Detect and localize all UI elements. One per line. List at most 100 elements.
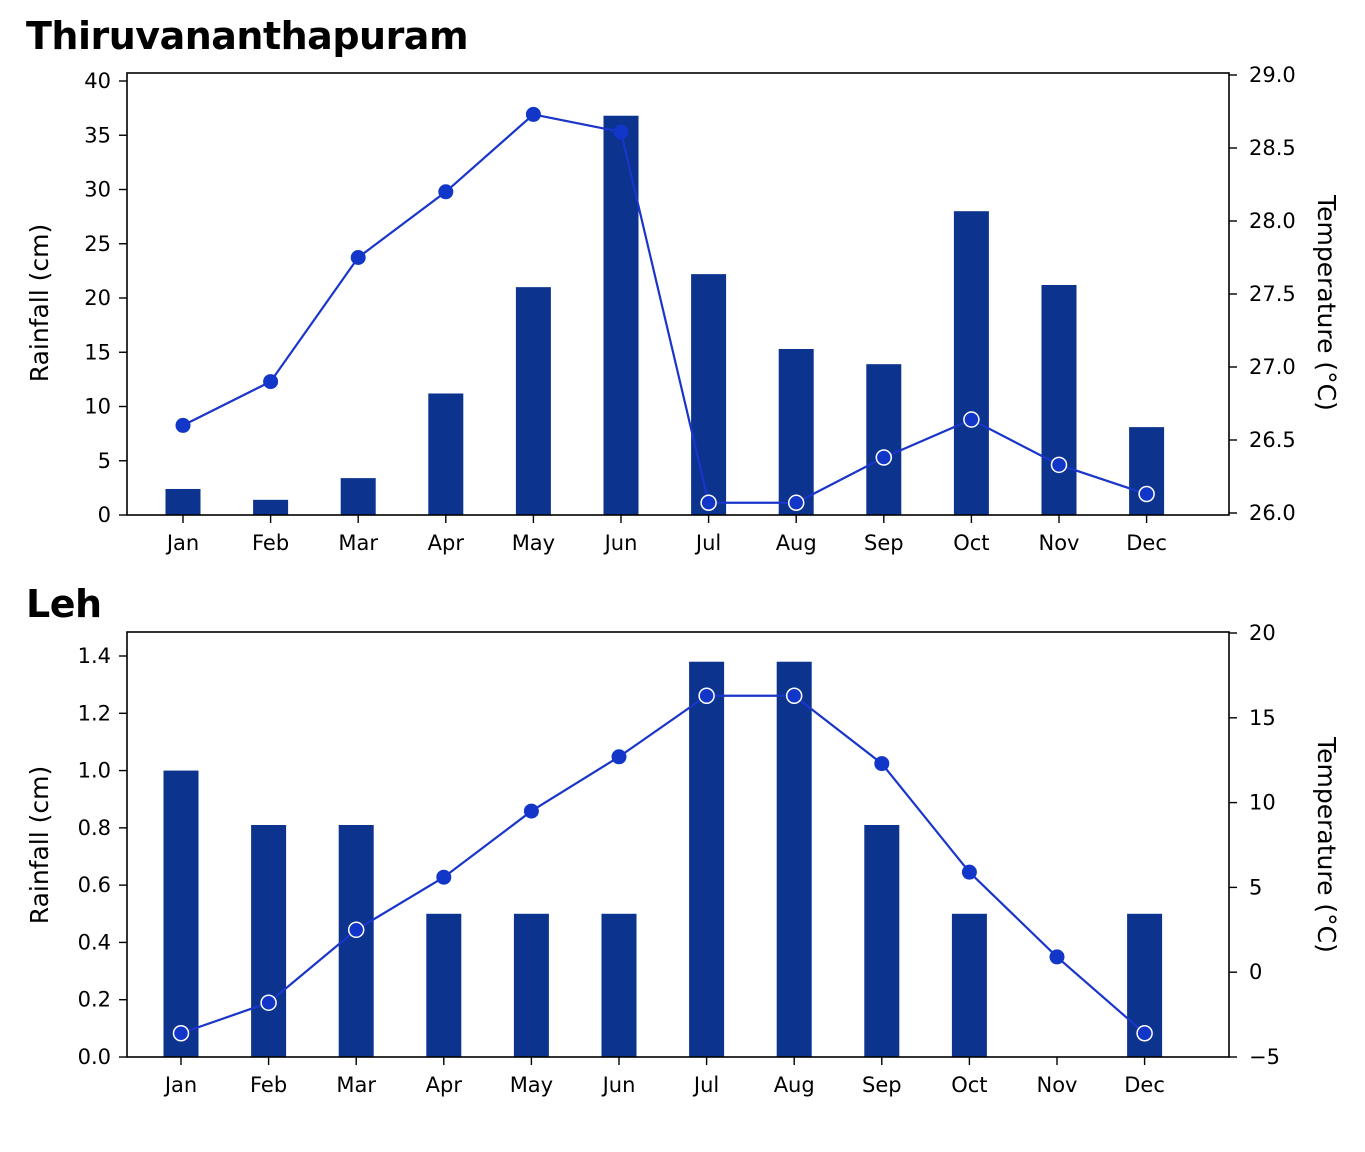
x-tick-label: May [510,1073,553,1097]
temperature-point-dec [1136,1025,1153,1042]
x-tick-label: Jan [163,1073,197,1097]
y-tick-label: 10 [84,395,111,419]
temperature-point-jul [698,687,715,705]
y-right-tick-label: 10 [1249,791,1276,815]
temperature-point-oct [961,864,977,880]
rainfall-bar-aug [778,348,814,515]
temperature-point-jun [611,749,627,765]
plot-frame [126,631,1230,1058]
y-tick-label: 0.2 [78,988,111,1012]
temperature-point-nov [1049,949,1065,965]
y-tick-label: 30 [84,178,111,202]
y-right-tick-label: 27.5 [1249,282,1296,306]
rainfall-bar-feb [253,499,289,515]
x-tick-label: Aug [774,1073,815,1097]
x-tick-label: Dec [1124,1073,1165,1097]
rainfall-bar-nov [1041,284,1077,515]
y-tick-label: 0.4 [78,930,111,954]
temperature-point-nov [1050,456,1068,474]
y-axis-label: Rainfall (cm) [25,224,54,383]
temperature-point-dec [1138,485,1155,503]
rainfall-bar-jan [165,488,201,515]
y-right-tick-label: 28.5 [1249,136,1296,160]
rainfall-bar-oct [951,913,987,1057]
temperature-line [182,113,1147,504]
rainfall-bar-apr [428,393,464,515]
x-tick-label: Apr [428,531,465,555]
rainfall-bar-mar [340,478,376,515]
x-tick-label: Feb [252,531,289,555]
temperature-point-may [523,803,539,819]
temperature-line [180,694,1146,1035]
x-tick-label: Sep [864,531,904,555]
temperature-point-mar [347,921,365,939]
x-tick-label: Aug [776,531,817,555]
rainfall-bar-oct [953,211,989,515]
y-tick-label: 40 [84,69,111,93]
y-right-axis-label: Temperature (°C) [1312,736,1341,953]
x-tick-label: Jun [603,531,638,555]
temperature-point-feb [260,994,277,1011]
temperature-point-jun [613,124,629,140]
y-right-tick-label: 29.0 [1249,63,1296,87]
y-tick-label: 1.2 [78,701,111,725]
y-tick-label: 1.4 [78,644,111,668]
x-tick-label: Oct [951,1073,987,1097]
y-tick-label: 15 [84,340,111,364]
y-right-tick-label: 5 [1249,875,1262,899]
y-tick-label: 0 [98,503,111,527]
x-tick-label: Jul [694,531,721,555]
temperature-point-mar [350,250,366,265]
x-tick-label: Mar [338,531,378,555]
y-tick-label: 35 [84,123,111,147]
x-tick-label: Sep [862,1073,902,1097]
y-tick-label: 0.6 [78,873,111,897]
y-right-tick-label: 20 [1249,621,1276,645]
rainfall-bar-mar [338,824,374,1057]
y-right-tick-label: 28.0 [1249,209,1296,233]
chart-panel-thiruvananthapuram: 0 5 10 15 20 25 30 35 40 26.0 26.5 27.0 27.5 28.0 28.5… [25,63,1341,555]
temperature-point-aug [785,687,803,705]
x-tick-label: Jul [692,1073,719,1097]
rainfall-bar-may [515,287,551,515]
x-tick-label: Jun [601,1073,636,1097]
temperature-point-aug [787,494,805,512]
temperature-point-sep [874,756,890,772]
rainfall-bar-feb [251,824,287,1057]
x-tick-label: Oct [953,531,989,555]
x-tick-label: Mar [336,1073,376,1097]
y-tick-label: 1.0 [78,759,111,783]
y-tick-label: 0.0 [78,1045,111,1069]
x-tick-label: Nov [1039,531,1080,555]
x-tick-label: Jan [165,531,199,555]
temperature-point-jan [175,417,191,433]
y-right-tick-label: 27.0 [1249,355,1296,379]
y-tick-label: 5 [98,449,111,473]
chart-title-leh: Leh [26,582,102,626]
y-right-tick-label: 0 [1249,960,1262,984]
x-tick-label: Feb [250,1073,287,1097]
chart-panel-leh: 0.0 0.2 0.4 0.6 0.8 1.0 1.2 1.4 −5 0 5 10 15 20 Jan Feb… [25,621,1341,1097]
chart-title-thiruvananthapuram: Thiruvananthapuram [26,14,469,58]
y-right-axis-label: Temperature (°C) [1312,194,1341,411]
rainfall-bar-jun [601,913,637,1057]
rainfall-bar-jan [163,770,199,1057]
rainfall-bar-jul [689,661,725,1057]
temperature-point-apr [438,184,454,200]
y-right-tick-label: 26.5 [1249,428,1296,452]
y-axis-label: Rainfall (cm) [25,766,54,925]
temperature-point-feb [263,374,279,390]
x-tick-label: Apr [426,1073,463,1097]
rainfall-bar-may [513,913,549,1057]
rainfall-bar-apr [426,913,462,1057]
y-tick-label: 25 [84,232,111,256]
temperature-point-sep [875,449,893,466]
temperature-point-jul [700,494,717,512]
rainfall-bar-jun [603,115,639,515]
temperature-point-jan [172,1025,190,1042]
y-tick-label: 0.8 [78,816,111,840]
rainfall-bar-sep [864,824,900,1057]
y-right-tick-label: 15 [1249,706,1276,730]
x-tick-label: May [512,531,555,555]
